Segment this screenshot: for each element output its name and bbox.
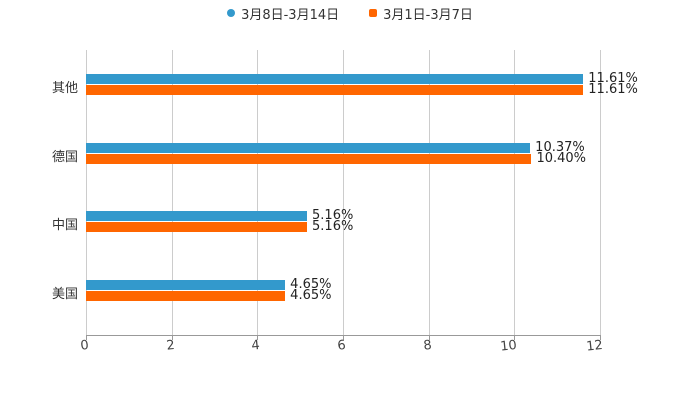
gridline — [171, 50, 173, 335]
gridline — [257, 50, 259, 335]
bar-value-label: 10.40% — [536, 151, 587, 166]
x-tick-label: 8 — [422, 338, 433, 354]
gridline — [343, 50, 344, 335]
bar-value-label: 10.37% — [535, 140, 585, 155]
bar[interactable] — [86, 74, 584, 84]
bar-value-label: 11.61% — [588, 71, 638, 86]
bar-value-label: 4.65% — [290, 288, 332, 303]
category-label: 中国 — [51, 218, 78, 233]
plot-area — [86, 50, 601, 335]
x-tick-label: 0 — [79, 338, 90, 354]
legend-item-series-2[interactable]: 3月1日-3月7日 — [369, 4, 473, 23]
bar[interactable] — [86, 85, 584, 95]
x-tick-label: 10 — [499, 338, 518, 355]
category-label: 德国 — [51, 150, 78, 165]
bar[interactable] — [86, 280, 286, 290]
x-tick-label: 4 — [251, 338, 261, 354]
legend-label: 3月1日-3月7日 — [383, 7, 473, 23]
bar[interactable] — [86, 154, 532, 164]
x-tick — [86, 335, 87, 340]
category-label: 美国 — [51, 287, 78, 302]
bar-value-label: 11.61% — [588, 82, 638, 97]
legend-label: 3月8日-3月14日 — [241, 7, 340, 23]
bar[interactable] — [86, 211, 308, 221]
bar-value-label: 4.65% — [290, 277, 332, 292]
category-label: 其他 — [51, 81, 78, 96]
gridline — [600, 50, 601, 335]
legend-item-series-1[interactable]: 3月8日-3月14日 — [227, 4, 340, 23]
x-tick-label: 12 — [585, 338, 604, 355]
gridline — [514, 50, 516, 335]
gridline — [428, 50, 430, 335]
legend-dot-icon — [227, 9, 236, 17]
bar[interactable] — [86, 143, 531, 153]
x-tick — [428, 335, 430, 340]
bar[interactable] — [86, 291, 286, 301]
bar-value-label: 5.16% — [312, 208, 354, 223]
bar-value-label: 5.16% — [312, 219, 354, 234]
gridline — [86, 50, 87, 335]
bar[interactable] — [86, 222, 308, 232]
x-tick — [171, 335, 173, 340]
x-tick — [343, 335, 344, 340]
x-tick — [600, 335, 601, 340]
chart-legend: 3月8日-3月14日 3月1日-3月7日 — [0, 4, 700, 23]
x-tick — [514, 335, 516, 340]
x-tick — [257, 335, 259, 340]
legend-square-icon — [369, 9, 378, 17]
x-tick-label: 6 — [336, 338, 347, 354]
x-tick-label: 2 — [165, 338, 176, 354]
